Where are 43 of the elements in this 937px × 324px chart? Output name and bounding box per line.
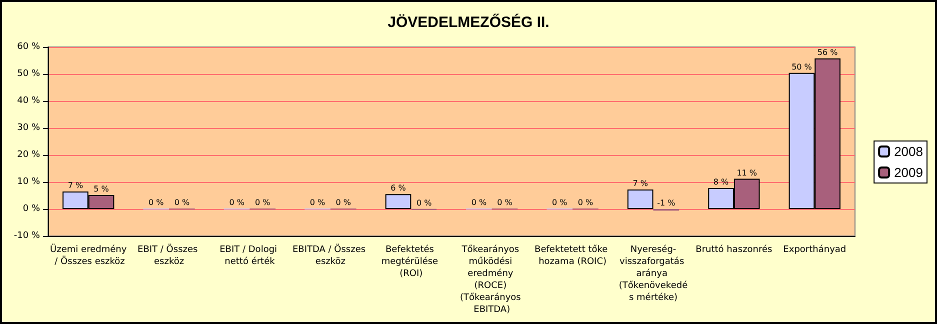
data-label: 7 % <box>632 179 648 188</box>
data-label: 0 % <box>336 198 352 207</box>
y-tick-label: 40 % <box>17 96 40 106</box>
x-tick-label: EBIT / Összes eszköz <box>138 243 201 267</box>
x-tick-label: Exporthányad <box>783 244 846 255</box>
x-tick-label: EBIT / Dologi nettó érték <box>220 245 280 267</box>
y-tick-label: 0 % <box>22 204 40 214</box>
x-tick-label: Befektetett tőke hozama (ROIC) <box>534 244 611 267</box>
data-label: 8 % <box>713 177 730 186</box>
y-tick-label: 10 % <box>17 177 40 187</box>
y-tick-label: 30 % <box>17 123 40 133</box>
data-label: 5 % <box>94 184 110 194</box>
legend-label: 2008 <box>894 144 923 159</box>
data-label: 0 % <box>552 198 568 207</box>
x-tick-label: EBITDA / Összes eszköz <box>292 243 368 267</box>
legend-label: 2009 <box>894 165 923 180</box>
y-tick-label: 50 % <box>17 69 40 79</box>
data-label: 0 % <box>310 198 326 207</box>
data-label: 0 % <box>148 198 164 207</box>
y-tick-label: 20 % <box>17 150 40 160</box>
data-label: 0 % <box>416 198 432 208</box>
y-tick-label: -10 % <box>14 231 40 241</box>
x-tick-label: Bruttó haszonrés <box>696 244 773 255</box>
data-label: 7 % <box>68 180 84 190</box>
data-label: 11 % <box>736 168 758 178</box>
x-tick-label: Nyereség-visszaforgatás aránya (Tőkenövekedés mértéke) <box>618 244 688 303</box>
data-label: 0 % <box>471 198 487 207</box>
data-label: 0 % <box>497 198 513 207</box>
data-label: 0 % <box>229 198 245 207</box>
data-label: -1 % <box>657 198 676 208</box>
chart-title: JÖVEDELMEZŐSÉG II. <box>388 13 550 31</box>
data-label: 0 % <box>174 198 190 207</box>
x-tick-label: Üzemi eredmény / Összes eszköz <box>50 243 128 267</box>
data-label: 56 % <box>817 48 838 57</box>
data-label: 6 % <box>390 184 406 193</box>
data-label: 0 % <box>578 198 594 207</box>
y-tick-label: 60 % <box>17 42 40 52</box>
bar <box>627 190 654 209</box>
x-tick-label: Befektetés megtérülése (ROI) <box>381 244 441 279</box>
bar <box>385 194 412 209</box>
data-label: 50 % <box>792 62 812 72</box>
x-tick-label: Tőkearányos működési eredmény (ROCE) (Tőkearányos EBITDA) <box>460 244 524 315</box>
data-label: 0 % <box>255 198 271 207</box>
